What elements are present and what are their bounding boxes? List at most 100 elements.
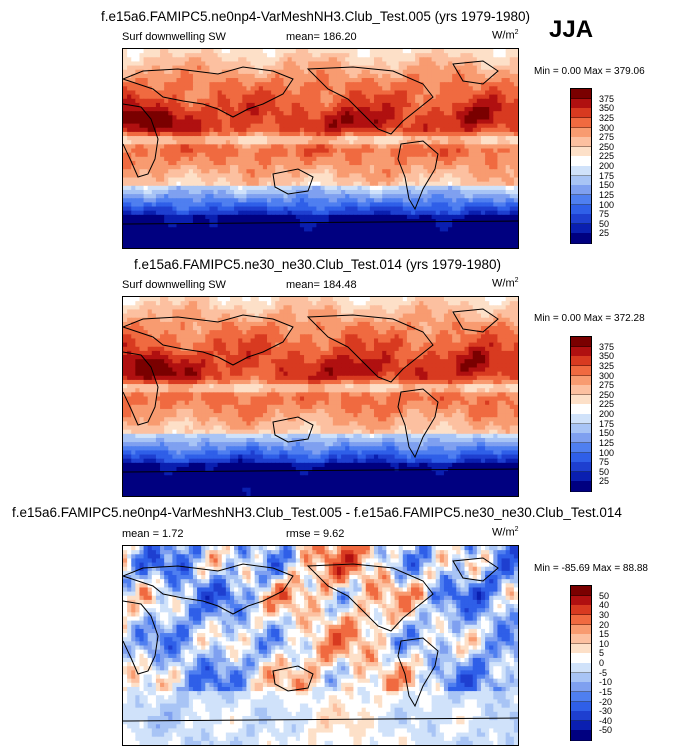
map-cell	[304, 218, 309, 224]
map-cell	[279, 206, 285, 212]
map-cell	[423, 194, 429, 199]
map-cell	[287, 107, 293, 112]
map-cell	[345, 69, 350, 75]
map-cell	[336, 218, 342, 224]
map-cell	[378, 156, 383, 162]
map-cell	[238, 107, 243, 112]
map-cell	[398, 144, 404, 150]
map-cell	[254, 94, 260, 100]
map-cell	[271, 152, 276, 158]
map-cell	[139, 198, 145, 203]
map-cell	[423, 115, 429, 121]
map-cell	[415, 94, 420, 100]
map-cell	[353, 206, 359, 212]
map-cell	[468, 123, 474, 129]
map-cell	[201, 243, 206, 248]
map-cell	[390, 169, 396, 174]
map-cell	[180, 181, 186, 187]
map-cell	[201, 65, 206, 71]
map-cell	[357, 231, 363, 237]
map-cell	[205, 131, 210, 137]
map-cell	[176, 131, 182, 137]
map-cell	[164, 107, 169, 112]
map-cell	[180, 107, 186, 112]
map-cell	[509, 65, 515, 71]
map-cell	[509, 227, 515, 233]
map-cell	[390, 152, 396, 158]
map-cell	[287, 297, 293, 302]
map-cell	[332, 78, 338, 83]
map-cell	[378, 144, 383, 150]
map-cell	[419, 144, 424, 150]
map-cell	[398, 69, 404, 75]
map-cell	[505, 82, 511, 87]
map-cell	[357, 98, 363, 104]
map-cell	[139, 53, 145, 58]
map-cell	[205, 239, 210, 245]
map-cell	[184, 119, 190, 125]
map-cell	[378, 181, 383, 187]
map-cell	[246, 235, 252, 241]
map-cell	[378, 98, 383, 104]
map-cell	[386, 86, 392, 92]
map-cell	[460, 86, 466, 92]
map-cell	[464, 102, 470, 108]
map-cell	[443, 73, 449, 79]
map-cell	[439, 82, 445, 87]
map-cell	[328, 297, 334, 302]
map-cell	[242, 160, 248, 166]
map-cell	[382, 90, 387, 96]
map-cell	[246, 218, 252, 224]
map-cell	[308, 57, 313, 63]
map-cell	[476, 223, 482, 228]
map-cell	[415, 136, 420, 141]
map-cell	[213, 218, 219, 224]
map-cell	[201, 202, 206, 208]
map-cell	[431, 94, 437, 100]
map-cell	[316, 144, 322, 150]
map-cell	[188, 127, 194, 133]
map-cell	[139, 227, 145, 233]
map-cell	[279, 156, 285, 162]
map-cell	[464, 239, 470, 245]
map-cell	[332, 49, 338, 54]
colorbar-cell	[571, 204, 591, 215]
map-cell	[229, 127, 235, 133]
map-cell	[456, 86, 461, 92]
map-cell	[513, 123, 518, 129]
map-cell	[139, 202, 145, 208]
map-cell	[464, 98, 470, 104]
map-cell	[489, 123, 494, 129]
map-cell	[283, 297, 289, 302]
map-cell	[373, 65, 379, 71]
map-cell	[188, 111, 194, 116]
map-cell	[304, 111, 309, 116]
map-cell	[229, 301, 235, 306]
map-cell	[197, 177, 202, 183]
map-cell	[176, 301, 182, 306]
map-cell	[316, 160, 322, 166]
map-cell	[382, 169, 387, 174]
map-cell	[435, 202, 441, 208]
map-cell	[320, 189, 326, 195]
map-cell	[275, 144, 280, 150]
map-cell	[398, 239, 404, 245]
map-cell	[464, 57, 470, 63]
map-cell	[312, 140, 317, 145]
map-cell	[353, 243, 359, 248]
map-cell	[155, 305, 161, 311]
map-cell	[513, 127, 518, 133]
map-cell	[262, 305, 268, 311]
map-cell	[242, 194, 248, 199]
map-cell	[398, 140, 404, 145]
map-cell	[229, 107, 235, 112]
map-cell	[188, 165, 194, 170]
map-cell	[229, 90, 235, 96]
map-cell	[164, 206, 169, 212]
map-cell	[456, 177, 461, 183]
map-cell	[283, 160, 289, 166]
map-cell	[493, 305, 499, 311]
colorbar-cell	[571, 108, 591, 119]
map-cell	[242, 115, 248, 121]
map-cell	[316, 194, 322, 199]
